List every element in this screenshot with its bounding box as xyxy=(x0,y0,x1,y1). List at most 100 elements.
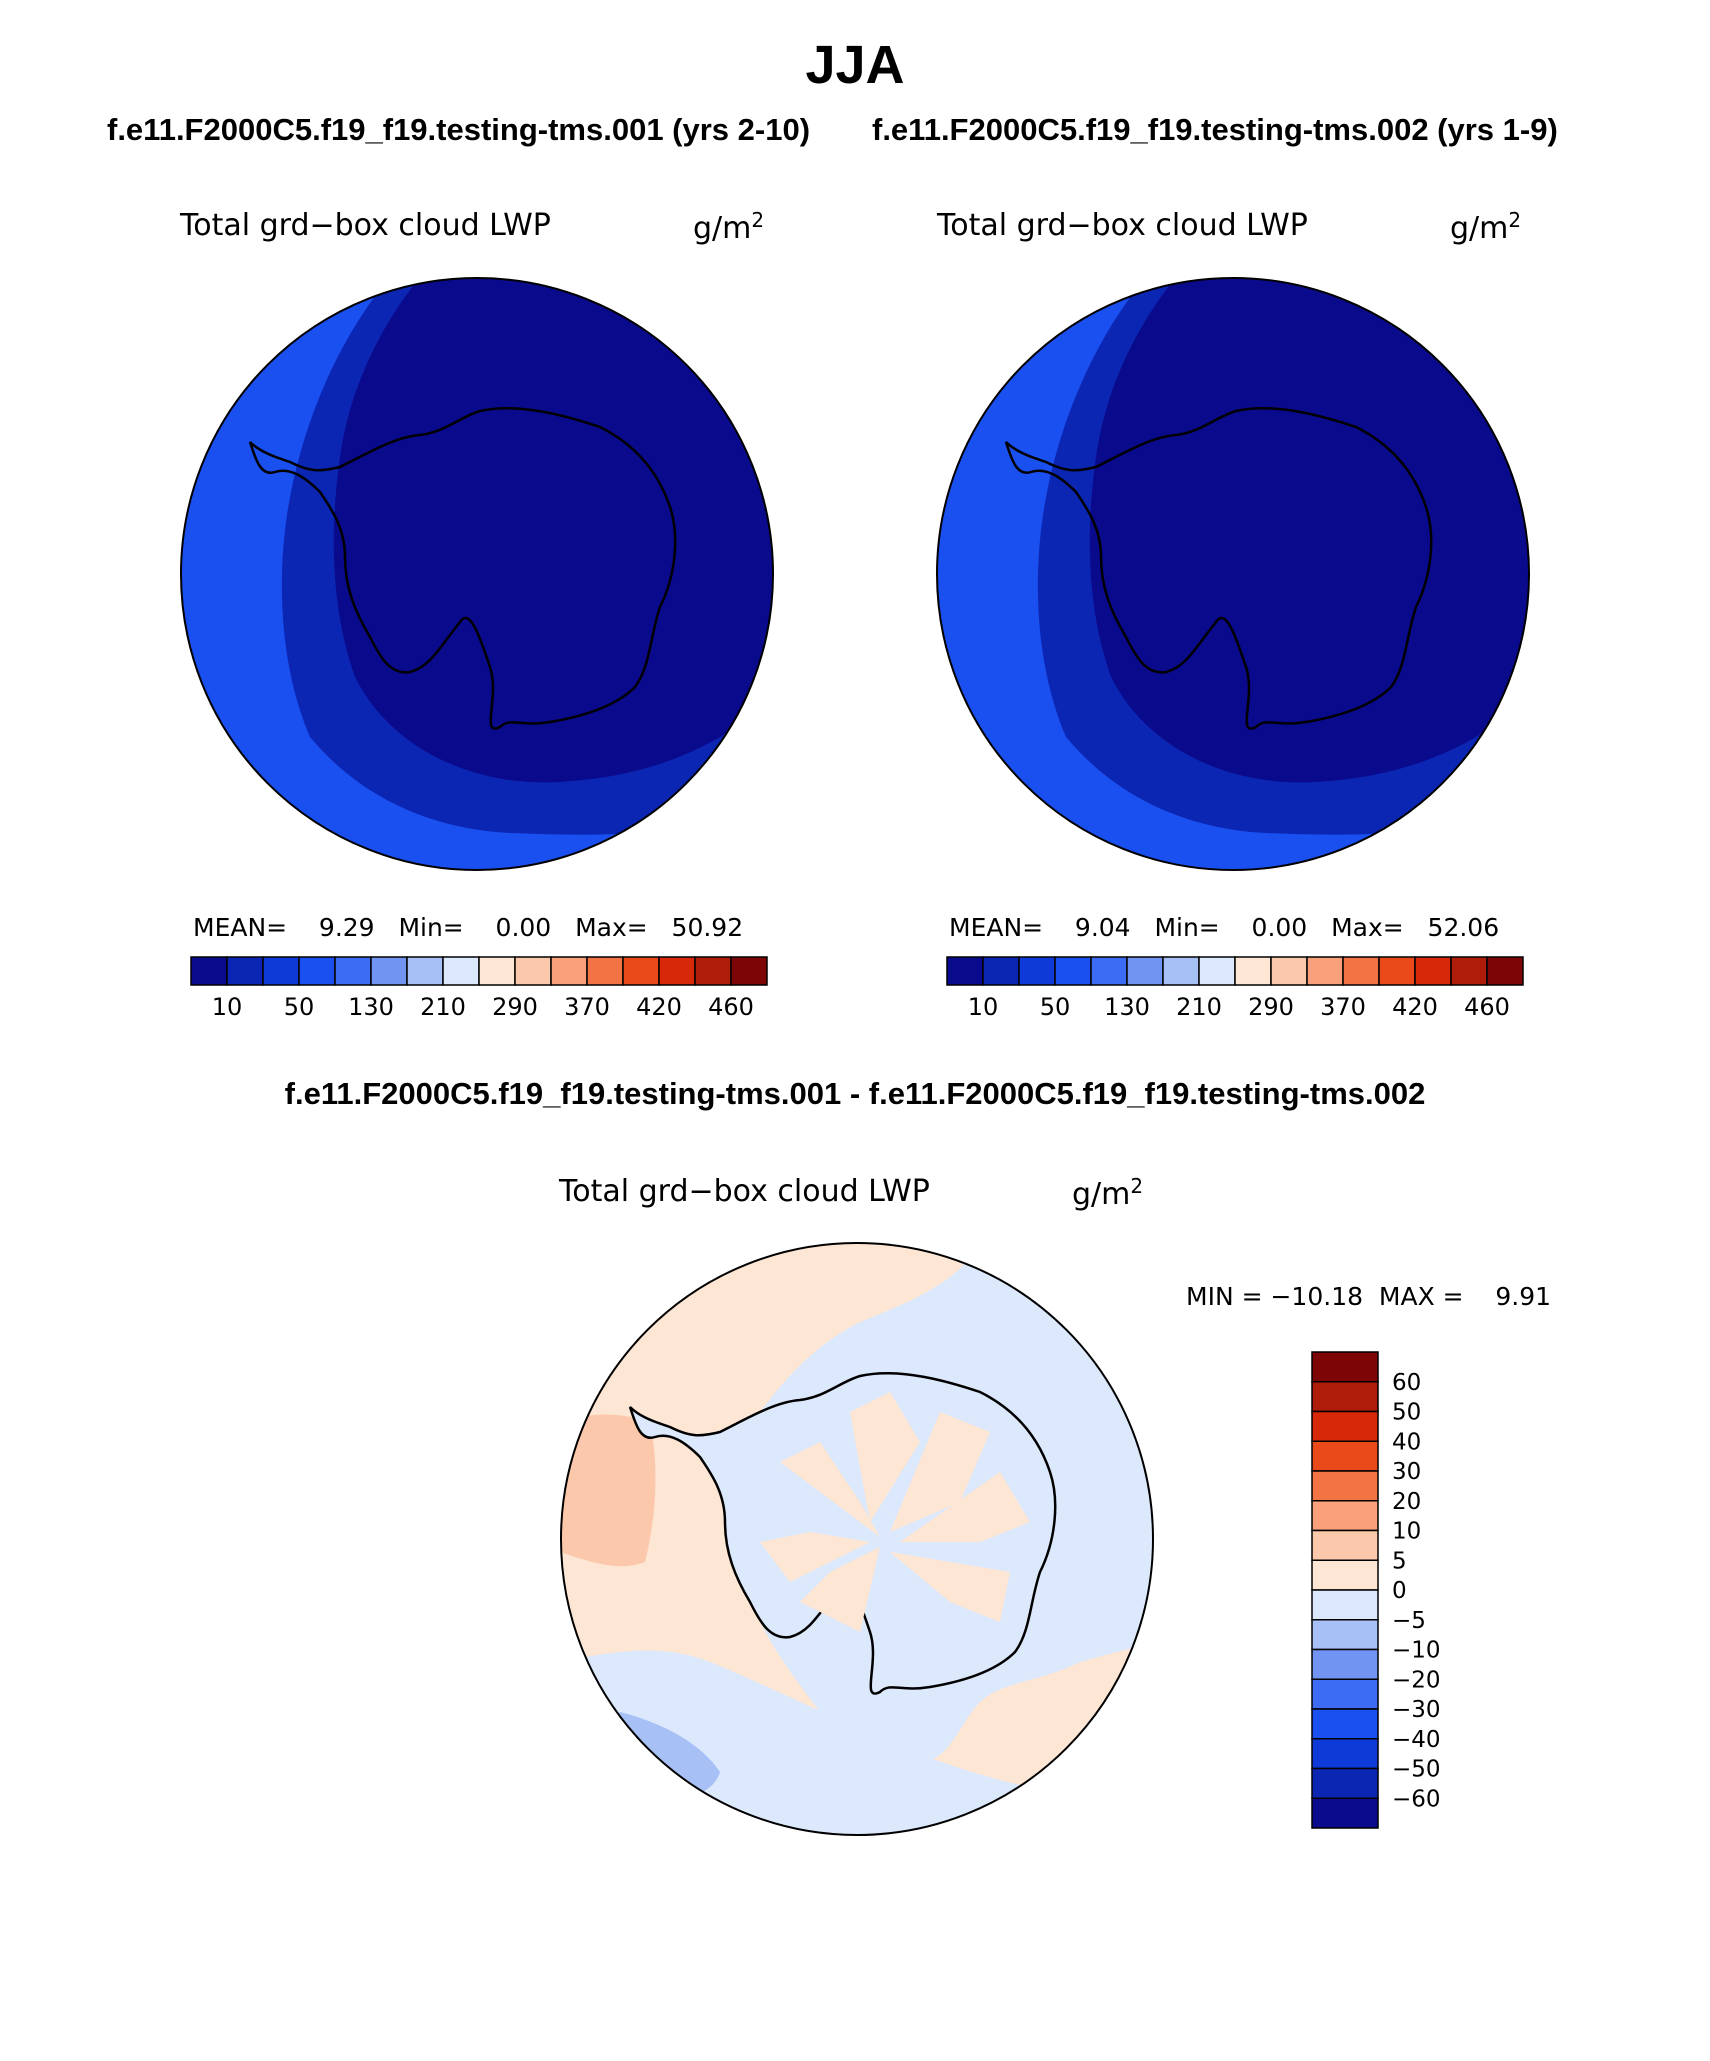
units-exponent: 2 xyxy=(1130,1174,1144,1198)
case-title-left: f.e11.F2000C5.f19_f19.testing-tms.001 (y… xyxy=(107,112,811,147)
polar-map-right xyxy=(936,277,1530,871)
colorbar-swatch xyxy=(1311,1767,1379,1799)
mean-label: MEAN= xyxy=(193,913,288,942)
colorbar-swatch xyxy=(1342,956,1380,986)
colorbar-tick-label: 0 xyxy=(1392,1578,1407,1604)
units-text: g/m xyxy=(1072,1177,1131,1212)
min-value: 0.00 xyxy=(495,913,552,942)
colorbar-tick-label: −40 xyxy=(1392,1727,1441,1753)
colorbar-swatch xyxy=(226,956,264,986)
colorbar-tick-label: −20 xyxy=(1392,1667,1441,1693)
min-label: Min= xyxy=(398,913,464,942)
colorbar-left: 10 50 130 210 290 370 420 460 xyxy=(190,956,768,1021)
interior-positive-patches xyxy=(760,1392,1030,1632)
mean-label: MEAN= xyxy=(949,913,1044,942)
colorbar-tick-label: 60 xyxy=(1392,1370,1421,1396)
colorbar-tick-label: 10 xyxy=(212,993,243,1021)
field-positive-medium xyxy=(561,1414,656,1567)
stats-left: MEAN= 9.29 Min= 0.00 Max= 50.92 xyxy=(193,913,743,942)
colorbar-tick-label: 290 xyxy=(492,993,538,1021)
units-label-left: g/m2 xyxy=(693,208,764,246)
difference-title: f.e11.F2000C5.f19_f19.testing-tms.001 - … xyxy=(284,1076,1426,1111)
page-title: JJA xyxy=(805,35,905,95)
map-boundary xyxy=(180,277,774,871)
colorbar-swatch xyxy=(1090,956,1128,986)
colorbar-tick-label: 5 xyxy=(1392,1548,1407,1574)
colorbar-swatch xyxy=(622,956,660,986)
colorbar-tick-label: −60 xyxy=(1392,1786,1441,1812)
units-label-diff: g/m2 xyxy=(1072,1174,1143,1212)
colorbar-tick-label: 10 xyxy=(1392,1519,1421,1545)
colorbar-tick-label: 370 xyxy=(1320,993,1366,1021)
colorbar-tick-label: 420 xyxy=(1392,993,1438,1021)
colorbar-swatch xyxy=(478,956,516,986)
mean-value: 9.29 xyxy=(318,913,375,942)
colorbar-swatch xyxy=(730,956,768,986)
max-value: 50.92 xyxy=(671,913,744,942)
colorbar-swatch xyxy=(1378,956,1416,986)
colorbar-tick-label: −5 xyxy=(1392,1608,1426,1634)
field-negative-small-south xyxy=(561,1650,1153,1835)
colorbar-swatch xyxy=(550,956,588,986)
colorbar-swatch xyxy=(586,956,624,986)
colorbar-swatch xyxy=(982,956,1020,986)
units-text: g/m xyxy=(693,211,752,246)
case-title-right: f.e11.F2000C5.f19_f19.testing-tms.002 (y… xyxy=(872,112,1558,147)
colorbar-tick-label: 460 xyxy=(708,993,754,1021)
colorbar-swatch xyxy=(1234,956,1272,986)
antarctica-coastline xyxy=(1004,407,1433,730)
colorbar-swatch xyxy=(1311,1381,1379,1413)
colorbar-tick-label: 50 xyxy=(1040,993,1071,1021)
colorbar-swatch xyxy=(1018,956,1056,986)
colorbar-swatch xyxy=(1311,1500,1379,1532)
min-label: Min= xyxy=(1154,913,1220,942)
colorbar-swatch xyxy=(1486,956,1524,986)
colorbar-swatch xyxy=(1054,956,1092,986)
colorbar-swatch xyxy=(1306,956,1344,986)
colorbar-tick-label: 290 xyxy=(1248,993,1294,1021)
colorbar-swatch xyxy=(1311,1797,1379,1829)
colorbar-swatch xyxy=(1311,1648,1379,1680)
colorbar-tick-label: 370 xyxy=(564,993,610,1021)
colorbar-tick-label: 20 xyxy=(1392,1489,1421,1515)
colorbar-swatch xyxy=(1311,1708,1379,1740)
field-band-inner xyxy=(310,278,773,783)
colorbar-swatch xyxy=(514,956,552,986)
field-label-diff: Total grd−box cloud LWP xyxy=(559,1174,930,1209)
max-label: Max= xyxy=(575,913,648,942)
polar-map-difference xyxy=(560,1242,1154,1836)
colorbar-swatch xyxy=(658,956,696,986)
field-band-inner xyxy=(1066,278,1529,783)
colorbar-tick-label: 30 xyxy=(1392,1459,1421,1485)
colorbar-swatch xyxy=(1311,1678,1379,1710)
colorbar-tick-label: 210 xyxy=(420,993,466,1021)
colorbar-tick-label: −30 xyxy=(1392,1697,1441,1723)
max-value: 52.06 xyxy=(1427,913,1500,942)
units-text: g/m xyxy=(1450,211,1509,246)
antarctica-coastline xyxy=(248,407,677,730)
colorbar-swatch xyxy=(406,956,444,986)
colorbar-tick-label: 50 xyxy=(1392,1400,1421,1426)
colorbar-swatch xyxy=(1311,1470,1379,1502)
colorbar-swatch xyxy=(1311,1559,1379,1591)
field-label-left: Total grd−box cloud LWP xyxy=(180,208,551,243)
colorbar-swatch xyxy=(1450,956,1488,986)
max-label: Max= xyxy=(1331,913,1404,942)
colorbar-swatch xyxy=(1311,1351,1379,1383)
colorbar-tick-label: 50 xyxy=(284,993,315,1021)
colorbar-swatch xyxy=(298,956,336,986)
colorbar-tick-label: 210 xyxy=(1176,993,1222,1021)
colorbar-tick-label: 460 xyxy=(1464,993,1510,1021)
colorbar-swatch xyxy=(946,956,984,986)
colorbar-tick-label: 10 xyxy=(968,993,999,1021)
colorbar-swatch xyxy=(1162,956,1200,986)
colorbar-swatch xyxy=(1311,1589,1379,1621)
units-label-right: g/m2 xyxy=(1450,208,1521,246)
colorbar-swatch xyxy=(1270,956,1308,986)
min-value: 0.00 xyxy=(1251,913,1308,942)
colorbar-tick-label: 40 xyxy=(1392,1429,1421,1455)
colorbar-swatch xyxy=(442,956,480,986)
colorbar-swatch xyxy=(1198,956,1236,986)
map-boundary xyxy=(936,277,1530,871)
